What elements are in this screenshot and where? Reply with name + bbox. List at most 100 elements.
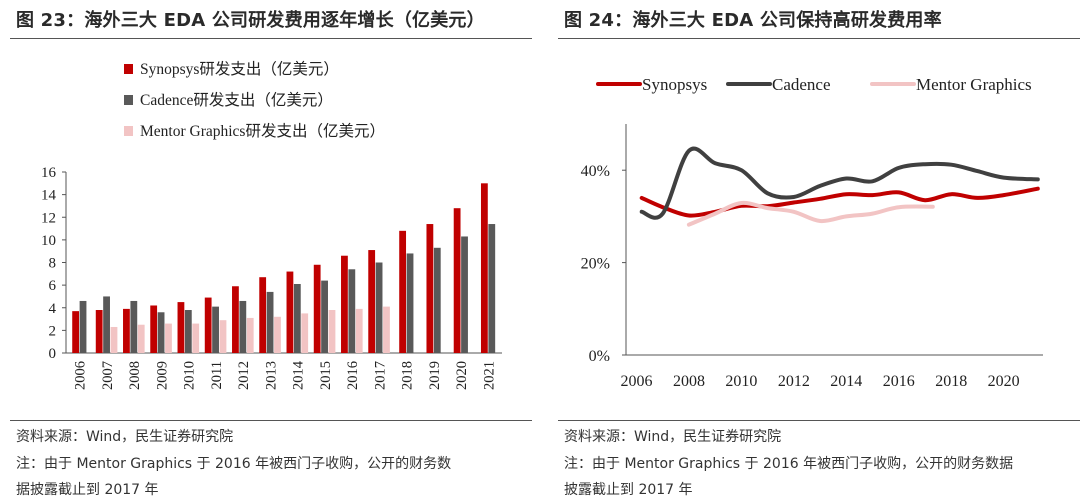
- bar-cadence-2010: [184, 310, 192, 353]
- series-line-cadence: [639, 146, 1040, 220]
- bar-cadence-2013: [266, 291, 274, 353]
- bar-mentorgraphics-2011: [219, 320, 227, 353]
- right-title-rule: [558, 38, 1080, 39]
- legend-label-0: Synopsys: [642, 75, 707, 94]
- x-tick-label-2018: 2018: [935, 373, 967, 390]
- bar-mentorgraphics-2016: [355, 308, 363, 353]
- x-tick-label-2011: 2011: [209, 361, 225, 389]
- bar-synopsys-2016: [341, 255, 348, 353]
- x-tick-label-2014: 2014: [291, 360, 307, 390]
- y-tick-label-0: 0: [49, 346, 57, 362]
- bar-mentorgraphics-2015: [328, 310, 336, 353]
- bar-synopsys-2009: [150, 305, 158, 353]
- y-tick-label-3: 6: [49, 278, 57, 294]
- y-tick-label-7: 14: [41, 188, 57, 204]
- bar-mentorgraphics-2017: [383, 306, 390, 353]
- bar-synopsys-2010: [177, 302, 185, 353]
- x-tick-label-2006: 2006: [620, 373, 652, 390]
- right-source-note: 资料来源：Wind，民生证券研究院: [564, 429, 782, 445]
- right-figure-title: 图 24：海外三大 EDA 公司保持高研发费用率: [564, 10, 942, 31]
- bar-synopsys-2006: [72, 311, 80, 353]
- bar-mentorgraphics-2007: [110, 326, 118, 353]
- bar-cadence-2015: [321, 280, 328, 353]
- bar-synopsys-2021: [480, 183, 488, 353]
- bar-mentorgraphics-2014: [301, 313, 309, 353]
- bar-synopsys-2017: [368, 250, 376, 353]
- left-source-rule: [10, 420, 532, 421]
- x-tick-label-2010: 2010: [725, 373, 757, 390]
- bar-synopsys-2018: [399, 230, 407, 353]
- rd-expense-bar-chart: Synopsys研发支出（亿美元） Cadence研发支出（亿美元） Mentor …: [41, 60, 502, 390]
- legend-swatch-1: [124, 95, 133, 105]
- x-tick-label-2013: 2013: [263, 361, 279, 390]
- bar-cadence-2020: [461, 236, 468, 353]
- bar-cadence-2009: [157, 312, 165, 353]
- x-tick-label-2008: 2008: [673, 373, 705, 390]
- right-footnote-line1: 注：由于 Mentor Graphics 于 2016 年被西门子收购，公开的财…: [564, 456, 1014, 472]
- bar-synopsys-2014: [286, 271, 294, 353]
- x-tick-label-2012: 2012: [236, 361, 252, 390]
- legend-label-2: Mentor Graphics: [916, 75, 1032, 94]
- x-tick-label-2012: 2012: [778, 373, 810, 390]
- left-source-note: 资料来源：Wind，民生证券研究院: [16, 429, 234, 445]
- bar-mentorgraphics-2009: [165, 323, 172, 353]
- bar-cadence-2017: [375, 262, 383, 353]
- bar-cadence-2019: [433, 247, 441, 353]
- x-tick-label-2018: 2018: [400, 361, 416, 390]
- left-title-rule: [10, 38, 532, 39]
- bar-cadence-2012: [239, 300, 247, 353]
- x-tick-label-2015: 2015: [318, 361, 334, 390]
- legend-swatch-2: [124, 126, 133, 136]
- legend-label-1: Cadence: [772, 75, 831, 94]
- x-tick-label-2016: 2016: [345, 361, 361, 390]
- y-tick-label-8: 16: [41, 165, 57, 181]
- bar-synopsys-2015: [313, 264, 321, 353]
- bar-synopsys-2007: [95, 310, 103, 353]
- bar-cadence-2014: [293, 283, 301, 353]
- right-footnote-line2: 披露截止到 2017 年: [564, 482, 693, 498]
- rd-ratio-line-chart: Synopsys Cadence Mentor Graphics 0% 20% 40% 20…: [581, 75, 1043, 390]
- y-tick-label-4: 8: [49, 256, 57, 272]
- bar-synopsys-2019: [426, 224, 434, 353]
- left-footnote-line1: 注：由于 Mentor Graphics 于 2016 年被西门子收购，公开的财…: [16, 456, 452, 472]
- x-tick-label-2014: 2014: [830, 373, 862, 390]
- bar-synopsys-2012: [232, 286, 239, 353]
- bar-cadence-2016: [348, 269, 356, 353]
- bar-mentorgraphics-2008: [137, 324, 145, 353]
- y-tick-label-1: 20%: [581, 256, 610, 273]
- bar-cadence-2006: [79, 300, 87, 353]
- bar-cadence-2018: [406, 253, 414, 353]
- y-tick-label-2: 40%: [581, 163, 610, 180]
- right-source-rule: [558, 420, 1080, 421]
- left-figure-panel: 图 23：海外三大 EDA 公司研发费用逐年增长（亿美元） Synopsys研发…: [0, 0, 532, 503]
- bar-cadence-2021: [488, 224, 496, 353]
- right-figure-panel: 图 24：海外三大 EDA 公司保持高研发费用率 Synopsys Cadence…: [548, 0, 1080, 503]
- legend-label-2: Mentor Graphics研发支出（亿美元）: [140, 122, 385, 140]
- legend-label-0: Synopsys研发支出（亿美元）: [140, 60, 339, 78]
- legend-label-1: Cadence研发支出（亿美元）: [140, 91, 333, 109]
- bar-cadence-2011: [212, 306, 219, 353]
- bar-cadence-2008: [130, 300, 138, 353]
- left-figure-title: 图 23：海外三大 EDA 公司研发费用逐年增长（亿美元）: [16, 10, 485, 31]
- bar-cadence-2007: [103, 296, 110, 353]
- x-tick-label-2020: 2020: [454, 361, 470, 390]
- bar-synopsys-2013: [259, 277, 267, 353]
- x-tick-label-2007: 2007: [100, 361, 116, 390]
- y-tick-label-6: 12: [41, 210, 56, 226]
- bar-mentorgraphics-2010: [192, 323, 200, 353]
- x-tick-label-2009: 2009: [154, 361, 170, 390]
- x-tick-label-2010: 2010: [182, 361, 198, 390]
- x-tick-label-2008: 2008: [127, 361, 143, 390]
- x-tick-label-2016: 2016: [883, 373, 915, 390]
- bar-synopsys-2011: [204, 297, 212, 353]
- bar-mentorgraphics-2012: [246, 317, 254, 353]
- y-tick-label-0: 0%: [589, 348, 610, 365]
- x-tick-label-2017: 2017: [372, 361, 388, 390]
- x-tick-label-2020: 2020: [988, 373, 1020, 390]
- left-footnote-line2: 据披露截止到 2017 年: [16, 482, 159, 498]
- bar-synopsys-2020: [453, 208, 461, 353]
- series-line-synopsys: [639, 186, 1040, 218]
- y-tick-label-1: 2: [49, 323, 57, 339]
- legend-swatch-0: [124, 64, 133, 74]
- series-line-mentor-graphics: [686, 200, 935, 227]
